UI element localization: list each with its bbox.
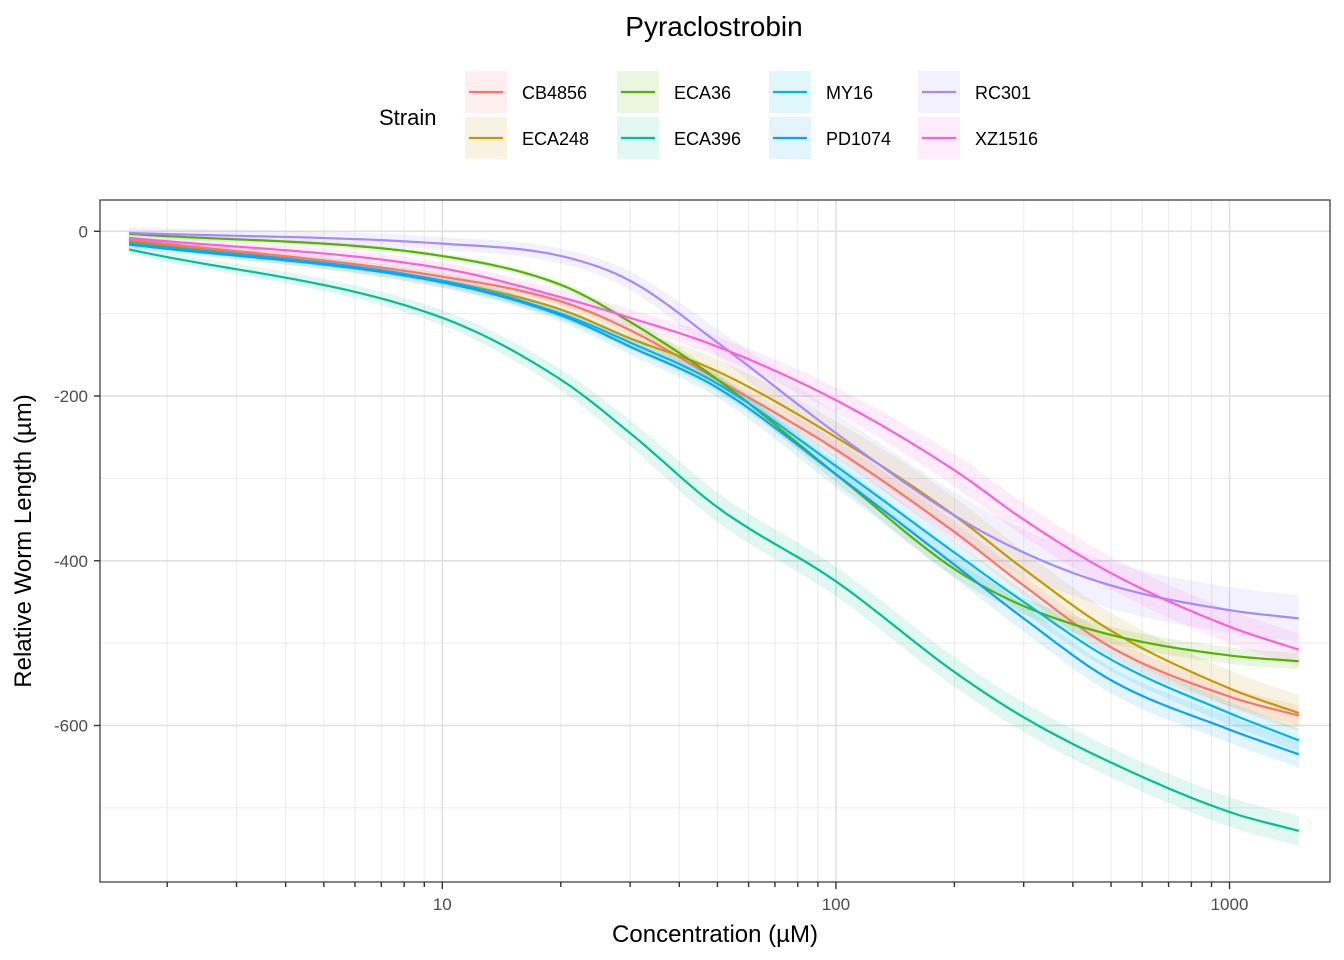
legend-label: XZ1516 <box>975 129 1038 149</box>
series-line-MY16 <box>128 241 1300 742</box>
legend-item-ECA396: ECA396 <box>617 117 741 159</box>
ribbon-PD1074 <box>129 240 1299 768</box>
legend-title: Strain <box>379 105 436 130</box>
legend-item-CB4856: CB4856 <box>465 71 587 113</box>
legend-label: MY16 <box>826 83 873 103</box>
legend-label: ECA396 <box>674 129 741 149</box>
series-line-ECA36 <box>128 232 1299 663</box>
panel-border <box>99 199 1331 883</box>
y-tick-label: -200 <box>54 387 88 406</box>
series-line-PD1074 <box>128 243 1300 756</box>
x-axis-title: Concentration (µM) <box>612 921 818 948</box>
x-tick-label: 100 <box>822 895 850 914</box>
legend-item-XZ1516: XZ1516 <box>918 117 1038 159</box>
legend-item-ECA36: ECA36 <box>617 71 731 113</box>
y-tick-label: 0 <box>79 222 88 241</box>
chart-title: Pyraclostrobin <box>625 11 802 42</box>
legend-label: ECA36 <box>674 83 731 103</box>
grid-minor <box>100 200 1330 882</box>
series-line-XZ1516 <box>128 236 1300 651</box>
y-tick-label: -600 <box>54 717 88 736</box>
ribbon-CB4856 <box>129 236 1299 726</box>
ribbon-MY16 <box>129 239 1299 752</box>
ribbon-ECA396 <box>129 244 1299 846</box>
x-tick-label: 1000 <box>1211 895 1249 914</box>
ribbon-XZ1516 <box>129 233 1299 667</box>
x-tick-label: 10 <box>433 895 452 914</box>
legend-label: PD1074 <box>826 129 891 149</box>
series-lines <box>128 231 1300 832</box>
legend-label: CB4856 <box>522 83 587 103</box>
y-axis: 0 -200 -400 -600 <box>54 222 100 736</box>
confidence-ribbons <box>129 227 1299 846</box>
legend: Strain CB4856 ECA248 ECA36 ECA396 MY16 PD1074… <box>379 71 1038 159</box>
legend-item-RC301: RC301 <box>918 71 1031 113</box>
legend-label: RC301 <box>975 83 1031 103</box>
y-tick-label: -400 <box>54 552 88 571</box>
legend-item-PD1074: PD1074 <box>769 117 891 159</box>
legend-label: ECA248 <box>522 129 589 149</box>
series-line-ECA396 <box>128 248 1300 832</box>
y-axis-title: Relative Worm Length (µm) <box>10 394 37 687</box>
series-line-RC301 <box>128 231 1299 620</box>
ribbon-RC301 <box>129 227 1299 642</box>
x-axis: 10 100 1000 <box>166 882 1249 914</box>
plot-area <box>99 199 1331 883</box>
legend-item-ECA248: ECA248 <box>465 117 589 159</box>
grid-major <box>100 200 1330 882</box>
ribbon-ECA248 <box>129 236 1299 732</box>
legend-item-MY16: MY16 <box>769 71 873 113</box>
